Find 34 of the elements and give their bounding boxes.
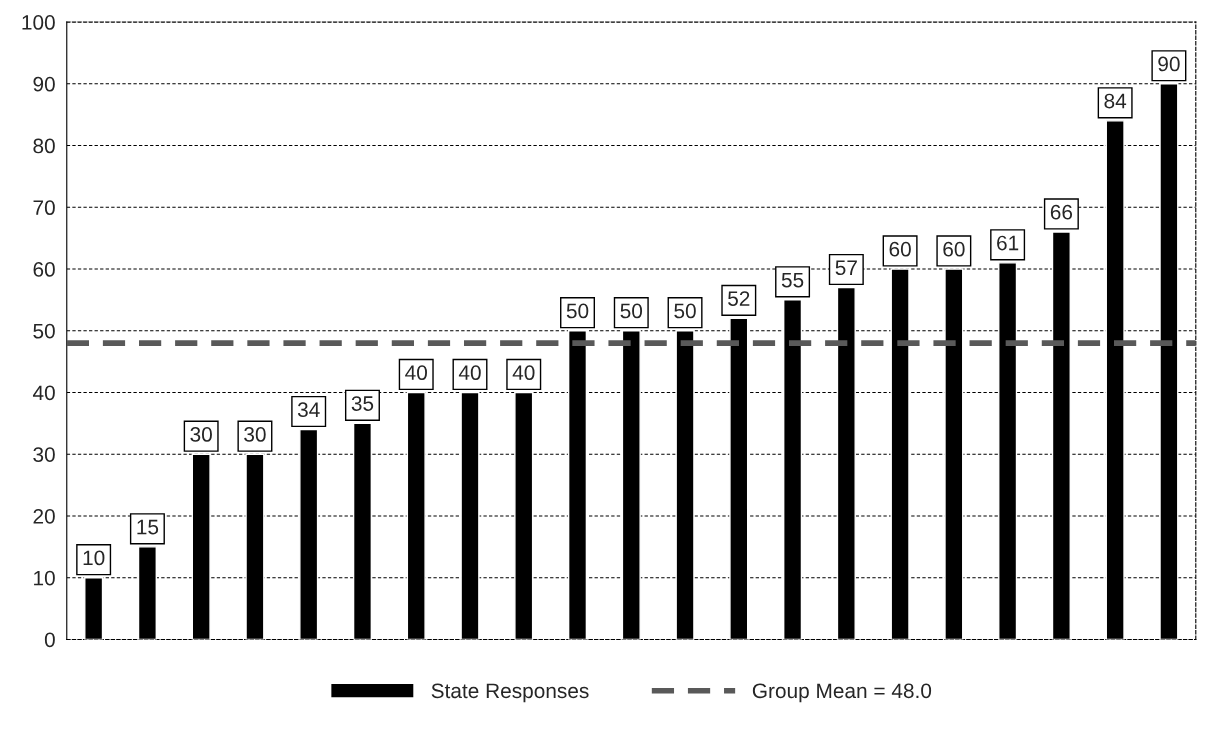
data-label: 66 — [1050, 204, 1073, 220]
y-tick-label: 50 — [33, 323, 55, 339]
y-tick-label: 10 — [34, 570, 55, 586]
y-tick-label: 40 — [32, 385, 55, 401]
data-label: 30 — [190, 427, 212, 442]
y-tick-label: 90 — [33, 76, 55, 92]
y-tick-label: 0 — [44, 632, 55, 648]
data-label: 57 — [835, 260, 857, 276]
y-tick-label: 100 — [22, 15, 55, 30]
data-label: 55 — [781, 272, 804, 288]
data-label: 40 — [512, 365, 535, 381]
data-label: 40 — [458, 365, 481, 381]
y-tick-label: 60 — [33, 262, 55, 277]
data-label: 34 — [297, 402, 320, 418]
data-label: 90 — [1158, 56, 1180, 72]
data-label: 60 — [889, 241, 911, 257]
y-tick-label: 70 — [33, 200, 55, 216]
data-label: 50 — [566, 303, 589, 319]
data-label: 61 — [997, 235, 1019, 251]
data-label: 10 — [83, 550, 105, 566]
data-label: 40 — [405, 365, 427, 381]
data-label: 15 — [137, 519, 159, 535]
data-label: 60 — [943, 241, 965, 257]
data-label: 35 — [351, 396, 374, 411]
data-label: 50 — [674, 303, 696, 319]
data-label: 52 — [728, 291, 750, 306]
legend-label: Group Mean = 48.0 — [752, 683, 932, 703]
y-tick-label: 30 — [33, 447, 55, 462]
data-label: 84 — [1104, 93, 1127, 109]
y-tick-label: 20 — [33, 508, 55, 524]
legend-label: State Responses — [431, 683, 589, 703]
data-label: 30 — [244, 427, 266, 442]
y-tick-label: 80 — [33, 138, 55, 154]
data-label: 50 — [620, 303, 643, 319]
